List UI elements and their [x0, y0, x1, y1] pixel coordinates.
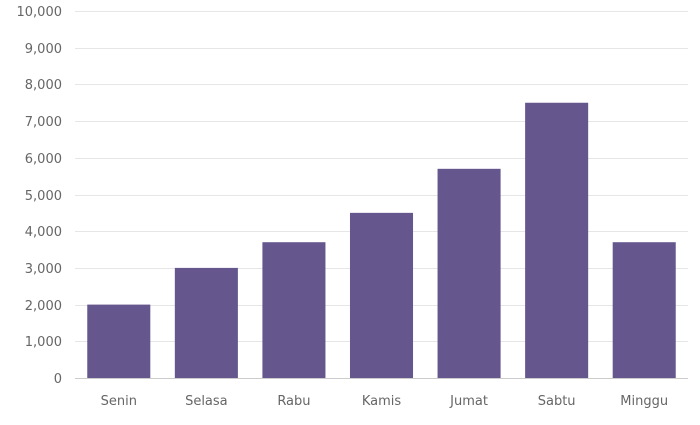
y-tick-label: 0	[54, 372, 62, 387]
bar-sabtu	[525, 102, 589, 378]
y-axis-ticks: 0 1,000 2,000 3,000 4,000 5,000 6,000 7,000 8,00…	[17, 5, 63, 387]
y-tick-label: 9,000	[25, 42, 62, 57]
y-tick-label: 4,000	[25, 225, 62, 240]
x-tick-label: Minggu	[620, 394, 668, 409]
bar-senin	[87, 304, 151, 378]
bar-selasa	[174, 267, 238, 378]
x-tick-label: Senin	[101, 394, 137, 409]
x-tick-label: Kamis	[362, 394, 402, 409]
y-tick-label: 1,000	[25, 335, 62, 350]
bar-minggu	[612, 242, 676, 378]
y-tick-label: 10,000	[17, 5, 63, 20]
y-tick-label: 3,000	[25, 262, 62, 277]
y-tick-label: 5,000	[25, 189, 62, 204]
x-tick-label: Jumat	[449, 394, 488, 409]
bars	[87, 102, 676, 378]
bar-jumat	[437, 168, 501, 378]
x-tick-label: Rabu	[277, 394, 310, 409]
y-tick-label: 6,000	[25, 152, 62, 167]
x-axis-ticks: Senin Selasa Rabu Kamis Jumat Sabtu Minggu	[101, 394, 669, 409]
x-tick-label: Selasa	[185, 394, 228, 409]
x-tick-label: Sabtu	[538, 394, 576, 409]
bar-kamis	[349, 212, 414, 378]
y-tick-label: 7,000	[25, 115, 62, 130]
y-tick-label: 8,000	[25, 78, 62, 93]
y-tick-label: 2,000	[25, 299, 62, 314]
bar-rabu	[262, 242, 326, 378]
